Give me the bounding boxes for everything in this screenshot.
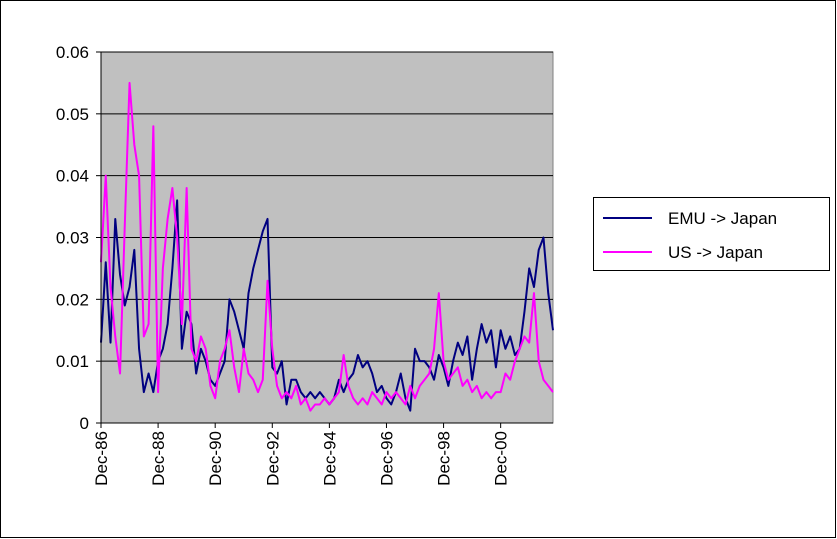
y-tick-label: 0.06 <box>56 43 89 62</box>
legend-label: EMU -> Japan <box>668 209 777 228</box>
y-tick-label: 0.02 <box>56 290 89 309</box>
y-tick-label: 0.03 <box>56 229 89 248</box>
y-tick-label: 0.05 <box>56 105 89 124</box>
legend <box>593 197 830 271</box>
x-tick-label: Dec-98 <box>435 431 454 486</box>
lines <box>100 81 554 412</box>
legend-entries: EMU -> Japan US -> Japan <box>603 209 777 262</box>
x-tick-label: Dec-94 <box>320 431 339 486</box>
y-tick-label: 0 <box>80 414 89 433</box>
y-tick-label: 0.01 <box>56 352 89 371</box>
legend-label: US -> Japan <box>668 243 763 262</box>
x-tick-label: Dec-92 <box>263 431 282 486</box>
x-tick-label: Dec-96 <box>377 431 396 486</box>
x-tick-label: Dec-90 <box>206 431 225 486</box>
x-tick-label: Dec-00 <box>492 431 511 486</box>
series-line <box>100 81 554 412</box>
grid <box>101 51 553 424</box>
x-tick-label: Dec-88 <box>149 431 168 486</box>
x-tick-label: Dec-86 <box>92 431 111 486</box>
y-tick-label: 0.04 <box>56 167 89 186</box>
